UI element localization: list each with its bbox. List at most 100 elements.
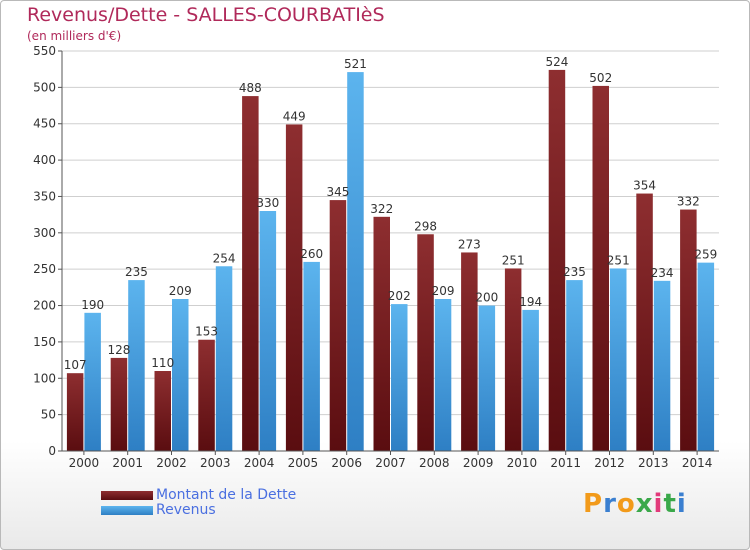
value-label-revenue: 234 (651, 266, 674, 280)
value-label-revenue: 235 (563, 265, 586, 279)
proxiti-logo: Proxiti (583, 489, 687, 519)
chart-title: Revenus/Dette - SALLES-COURBATIèS (27, 4, 385, 26)
value-label-debt: 322 (370, 202, 393, 216)
value-label-debt: 345 (326, 185, 349, 199)
logo-letter: P (583, 489, 604, 519)
bar-debt (110, 357, 128, 451)
y-tick-label: 0 (48, 444, 56, 458)
value-label-debt: 332 (677, 195, 700, 209)
bar-debt (680, 209, 697, 451)
value-label-debt: 298 (414, 219, 437, 233)
logo-letter: i (653, 489, 664, 519)
legend-swatch-revenue (101, 506, 153, 515)
value-label-debt: 502 (589, 71, 612, 85)
value-label-debt: 110 (151, 356, 174, 370)
y-tick-label: 550 (33, 44, 56, 58)
legend-swatch-debt (101, 491, 153, 500)
legend-item-debt: Montant de la Dette (101, 487, 361, 505)
bar-revenue (259, 211, 277, 451)
x-tick-label: 2005 (288, 456, 319, 470)
bar-debt (373, 216, 390, 451)
bar-debt (242, 96, 259, 451)
value-label-debt: 488 (239, 81, 262, 95)
logo-letter: i (676, 489, 687, 519)
legend-label-revenue: Revenus (156, 502, 216, 518)
value-label-revenue: 521 (344, 57, 367, 71)
bar-revenue (84, 312, 101, 451)
bar-revenue (610, 268, 627, 451)
value-label-revenue: 235 (125, 265, 148, 279)
y-tick-label: 350 (33, 189, 56, 203)
value-label-debt: 153 (195, 325, 218, 339)
x-tick-label: 2008 (419, 456, 450, 470)
y-tick-label: 250 (33, 262, 56, 276)
bar-debt (548, 69, 566, 451)
y-tick-label: 50 (41, 408, 56, 422)
bar-revenue (215, 266, 233, 451)
bar-revenue (522, 309, 539, 451)
bar-revenue (566, 280, 583, 451)
x-tick-label: 2010 (507, 456, 538, 470)
value-label-revenue: 209 (432, 284, 455, 298)
chart-subtitle: (en milliers d'€) (27, 29, 122, 43)
bar-revenue (434, 299, 452, 451)
value-label-debt: 251 (502, 253, 525, 267)
x-tick-label: 2003 (200, 456, 231, 470)
x-tick-label: 2013 (638, 456, 669, 470)
bar-revenue (653, 280, 671, 451)
y-tick-label: 200 (33, 299, 56, 313)
y-tick-label: 150 (33, 335, 56, 349)
value-label-revenue: 200 (475, 291, 498, 305)
value-label-revenue: 259 (694, 248, 717, 262)
bar-revenue (391, 304, 408, 451)
legend-label-debt: Montant de la Dette (156, 487, 297, 503)
bar-revenue (303, 261, 320, 451)
x-tick-label: 2004 (244, 456, 275, 470)
bar-debt (198, 339, 215, 451)
value-label-revenue: 260 (300, 247, 323, 261)
bar-revenue (697, 262, 715, 451)
bar-debt (592, 85, 609, 451)
y-tick-label: 500 (33, 80, 56, 94)
value-label-debt: 524 (545, 55, 568, 69)
bar-debt (504, 268, 522, 451)
bar-debt (636, 193, 653, 451)
value-label-revenue: 251 (607, 253, 630, 267)
x-tick-label: 2009 (463, 456, 494, 470)
y-tick-label: 300 (33, 226, 56, 240)
logo-letter: r (603, 489, 617, 519)
value-label-revenue: 194 (519, 295, 542, 309)
x-tick-label: 2007 (375, 456, 406, 470)
y-tick-label: 450 (33, 117, 56, 131)
value-label-debt: 107 (64, 358, 87, 372)
value-label-revenue: 190 (81, 298, 104, 312)
value-label-debt: 128 (107, 343, 130, 357)
logo-letter: o (616, 489, 636, 519)
y-tick-label: 100 (33, 371, 56, 385)
x-tick-label: 2012 (594, 456, 625, 470)
x-tick-label: 2011 (550, 456, 581, 470)
value-label-debt: 449 (283, 109, 306, 123)
bar-revenue (172, 299, 189, 451)
bar-revenue (478, 305, 496, 451)
legend-item-revenue: Revenus (101, 502, 361, 520)
value-label-debt: 354 (633, 179, 656, 193)
x-tick-label: 2014 (682, 456, 713, 470)
x-tick-label: 2002 (156, 456, 187, 470)
bar-debt (329, 200, 347, 451)
bar-debt (66, 373, 84, 451)
bar-debt (154, 371, 171, 451)
bar-debt (461, 252, 478, 451)
value-label-revenue: 254 (213, 251, 236, 265)
bar-revenue (128, 280, 145, 451)
logo-letter: x (635, 489, 654, 519)
y-tick-label: 400 (33, 153, 56, 167)
x-tick-label: 2006 (331, 456, 362, 470)
logo-letter: t (663, 489, 677, 519)
bar-revenue (347, 72, 364, 451)
bar-debt (285, 124, 303, 452)
bar-debt (417, 234, 434, 451)
value-label-debt: 273 (458, 237, 481, 251)
